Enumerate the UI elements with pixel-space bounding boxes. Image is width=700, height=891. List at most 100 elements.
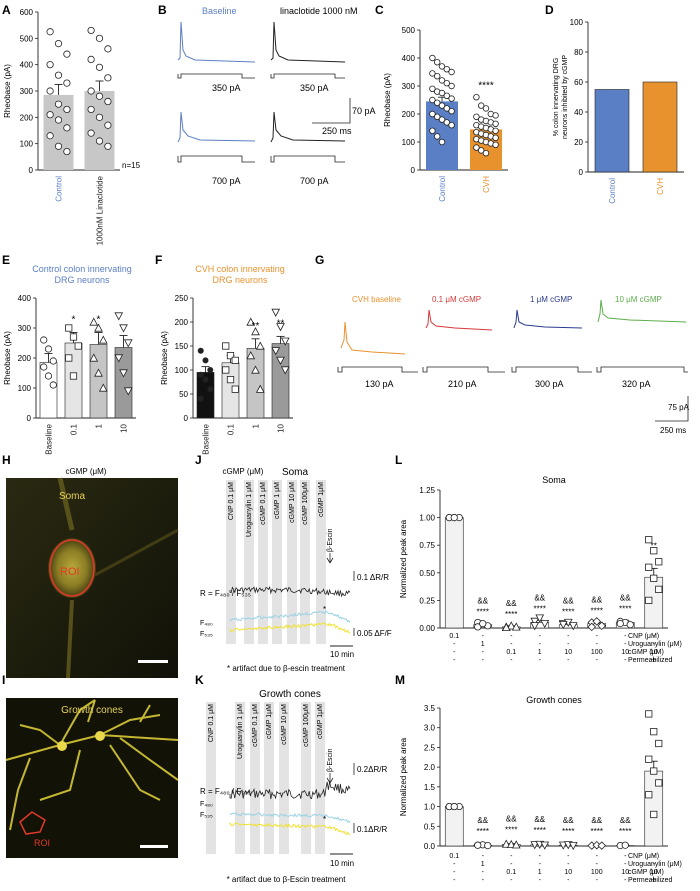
table-cell: -: [624, 641, 627, 648]
G-label-baseline: CVH baseline: [352, 295, 401, 304]
data-point: [198, 348, 204, 354]
panel-letter-I: I: [2, 673, 5, 687]
y-axis-label: % colon innervating DRG: [553, 58, 560, 137]
table-cell: -: [596, 861, 599, 868]
panel-F-title-line1: CVH colon innervating: [195, 264, 285, 274]
table-cell: -: [539, 853, 542, 860]
drug-label: cGMP 0.1 μM: [260, 482, 267, 525]
trace-baseline-700: [178, 112, 255, 142]
condition-table-L: 0.1-------CNP (μM)-1------Uroguanylin (μ…: [449, 633, 681, 664]
data-point: [88, 56, 94, 62]
y-tick-label: 200: [175, 318, 189, 327]
scale-bar-B: [312, 98, 350, 123]
data-point: [66, 325, 72, 331]
data-point: [198, 396, 204, 402]
table-cell: -: [596, 657, 599, 664]
y-tick-label: 100: [570, 18, 584, 27]
G-step-label-300: 300 pA: [535, 379, 564, 389]
y-axis-label: Rheobase (pA): [160, 331, 169, 385]
significance-amp: &&: [534, 815, 545, 824]
data-point: [451, 514, 457, 520]
data-point: [47, 29, 53, 35]
y-tick-label: 0: [27, 414, 32, 423]
significance-amp: &&: [477, 816, 488, 825]
x-axis-label: cGMP (μM): [223, 467, 264, 476]
panel-letter-G: G: [315, 253, 324, 267]
table-cell: -: [567, 853, 570, 860]
data-point: [105, 46, 111, 52]
data-point: [493, 113, 499, 119]
table-cell: 100: [591, 869, 603, 876]
table-cell: 10: [564, 869, 572, 876]
x-category-label: CVH: [656, 178, 665, 195]
chart-title: Growth cones: [526, 695, 582, 705]
data-point: [449, 83, 455, 89]
significance-amp: &&: [534, 593, 545, 602]
table-cell: -: [567, 861, 570, 868]
table-row-label: Permeabilized: [628, 877, 672, 884]
data-point: [223, 343, 229, 349]
data-point: [227, 376, 233, 382]
data-point: [88, 88, 94, 94]
data-point: [88, 106, 94, 112]
table-cell: -: [482, 657, 485, 664]
table-cell: -: [539, 641, 542, 648]
significance-mark: ****: [478, 81, 494, 92]
data-point: [47, 133, 53, 139]
data-point: [115, 313, 122, 320]
data-point: [430, 55, 436, 61]
panel-G-traces: CVH baseline 0.1 μM cGMP 1 μM cGMP 10 μM…: [338, 295, 690, 435]
scale-label-G-y: 75 pA: [668, 403, 690, 412]
table-cell: 1: [538, 869, 542, 876]
K-f535-label: F₅₃₅: [200, 812, 213, 819]
table-row-label: cGMP (μM): [628, 649, 664, 656]
significance-stars: ****: [619, 604, 631, 613]
scale-label-G-x: 250 ms: [660, 426, 686, 435]
trace-G-1: [514, 310, 582, 328]
table-cell: 100: [591, 649, 603, 656]
y-tick-label: 250: [175, 294, 189, 303]
drug-label: cGMP 10 μM: [281, 704, 288, 745]
x-axis-label: cGMP (μM): [66, 467, 107, 476]
table-cell: -: [510, 657, 513, 664]
data-point: [207, 386, 213, 392]
data-point: [45, 346, 51, 352]
table-cell: -: [539, 877, 542, 884]
data-point: [64, 106, 70, 112]
data-point: [646, 792, 652, 798]
data-point: [493, 128, 499, 134]
table-cell: -: [482, 877, 485, 884]
significance-amp: &&: [591, 595, 602, 604]
panel-K-title: Growth cones: [259, 689, 321, 700]
data-point: [50, 382, 56, 388]
bar: [65, 343, 82, 418]
chart-title: Soma: [542, 475, 566, 485]
data-point: [223, 367, 229, 373]
step-G-210: [423, 367, 505, 372]
panel-E-title-line1: Control colon innervating: [32, 264, 132, 274]
y-axis-label: Normalized peak area: [399, 519, 408, 598]
y-tick-label: 2.5: [424, 743, 436, 752]
significance-amp: &&: [591, 816, 602, 825]
step-G-130: [338, 367, 418, 372]
data-point: [55, 72, 61, 78]
data-point: [646, 564, 652, 570]
x-category-label: 0.1: [227, 423, 236, 435]
bar: [595, 90, 629, 173]
roi-label-growth-cone: ROI: [34, 838, 50, 848]
table-cell: -: [453, 869, 456, 876]
panel-letter-H: H: [2, 453, 11, 467]
table-cell: -: [539, 861, 542, 868]
significance-stars: ****: [619, 827, 631, 836]
y-tick-label: 100: [20, 140, 34, 149]
data-point: [493, 121, 499, 127]
data-point: [207, 367, 213, 373]
table-cell: -: [567, 657, 570, 664]
y-tick-label: 1.0: [424, 803, 436, 812]
drug-label: cGMP 10 μM: [289, 482, 296, 523]
K-footnote: * artifact due to β-Escin treatment: [227, 875, 347, 884]
data-point: [646, 597, 652, 603]
table-cell: 1: [481, 641, 485, 648]
